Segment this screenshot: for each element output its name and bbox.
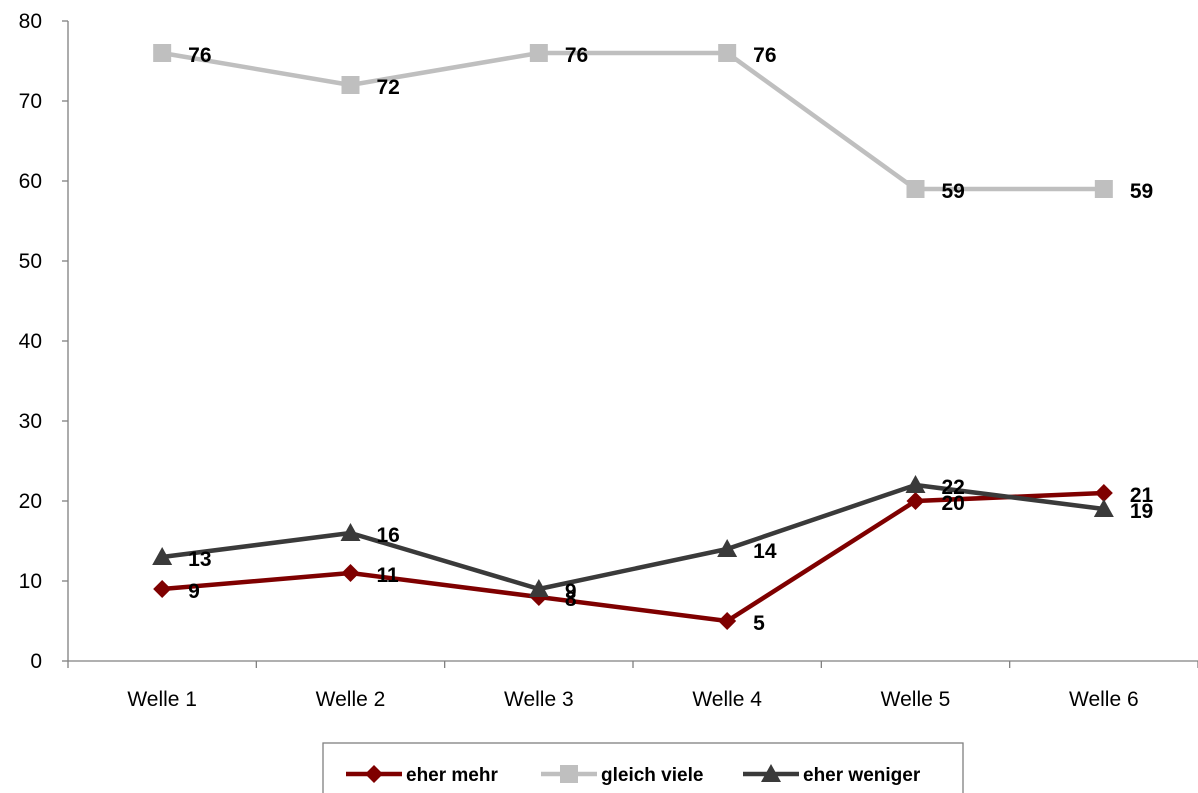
y-tick-label: 70: [19, 90, 42, 113]
y-tick-label: 60: [19, 170, 42, 193]
data-label: 76: [753, 44, 776, 67]
data-point-marker: [718, 44, 737, 62]
data-point-marker: [153, 580, 172, 598]
data-label: 13: [188, 548, 211, 571]
data-point-marker: [153, 44, 172, 62]
legend-swatch-marker: [560, 765, 578, 783]
data-point-marker: [906, 492, 925, 510]
data-point-marker: [341, 564, 360, 582]
data-label: 20: [942, 492, 965, 515]
x-tick-label: Welle 6: [1069, 688, 1139, 711]
data-label: 14: [753, 540, 777, 563]
data-label: 5: [753, 612, 765, 635]
axes: 0 10 20 30 40 50 60 70 80 Welle 1 Welle 2 Welle 3 We…: [19, 10, 1198, 711]
series-line-0: [161, 490, 1104, 624]
y-tick-label: 20: [19, 490, 42, 513]
data-label: 72: [377, 76, 400, 99]
data-point-marker: [529, 44, 548, 62]
x-tick-label: Welle 5: [881, 688, 951, 711]
legend-swatch-marker: [365, 765, 383, 783]
data-label: 21: [1130, 484, 1154, 507]
y-tick-label: 10: [19, 570, 42, 593]
data-point-marker: [906, 180, 925, 198]
data-label: 9: [565, 580, 577, 603]
data-label: 22: [942, 476, 965, 499]
data-label: 19: [1130, 500, 1153, 523]
data-point-marker: [717, 539, 738, 557]
data-label: 76: [565, 44, 588, 67]
y-tick-label: 30: [19, 410, 42, 433]
x-tick-label: Welle 4: [692, 688, 762, 711]
data-point-marker: [905, 475, 926, 493]
series-line-2: [161, 482, 1105, 592]
y-tick-label: 80: [19, 10, 42, 33]
x-tick-label: Welle 2: [316, 688, 386, 711]
data-point-marker: [718, 612, 737, 630]
data-point-marker: [340, 523, 361, 541]
y-tick-label: 40: [19, 330, 42, 353]
data-point-marker: [341, 76, 360, 94]
data-point-marker: [1094, 180, 1113, 198]
x-tick-label: Welle 3: [504, 688, 574, 711]
data-label: 16: [377, 524, 400, 547]
x-tick-label: Welle 1: [127, 688, 197, 711]
y-tick-label: 0: [30, 650, 42, 673]
legend-label: eher mehr: [406, 765, 498, 786]
data-labels: 9 11 8 5 20 21 76 72 76 76 59 59 13 16 9 14 22 19: [188, 44, 1153, 635]
data-point-marker: [528, 579, 549, 597]
legend: eher mehr gleich viele eher weniger: [322, 742, 964, 793]
series-line-1: [161, 50, 1104, 192]
data-point-marker: [1094, 484, 1113, 502]
data-point-marker: [1093, 499, 1114, 517]
legend-label: gleich viele: [601, 765, 703, 786]
series-lines: [152, 44, 1114, 630]
legend-box: [322, 742, 964, 793]
data-label: 8: [565, 588, 577, 611]
data-point-marker: [152, 547, 173, 565]
data-label: 59: [1130, 180, 1153, 203]
legend-label: eher weniger: [803, 765, 921, 786]
data-label: 59: [942, 180, 965, 203]
data-label: 76: [188, 44, 211, 67]
data-label: 11: [377, 564, 400, 587]
data-label: 9: [188, 580, 200, 603]
legend-swatch-marker: [761, 764, 781, 782]
y-tick-label: 50: [19, 250, 42, 273]
